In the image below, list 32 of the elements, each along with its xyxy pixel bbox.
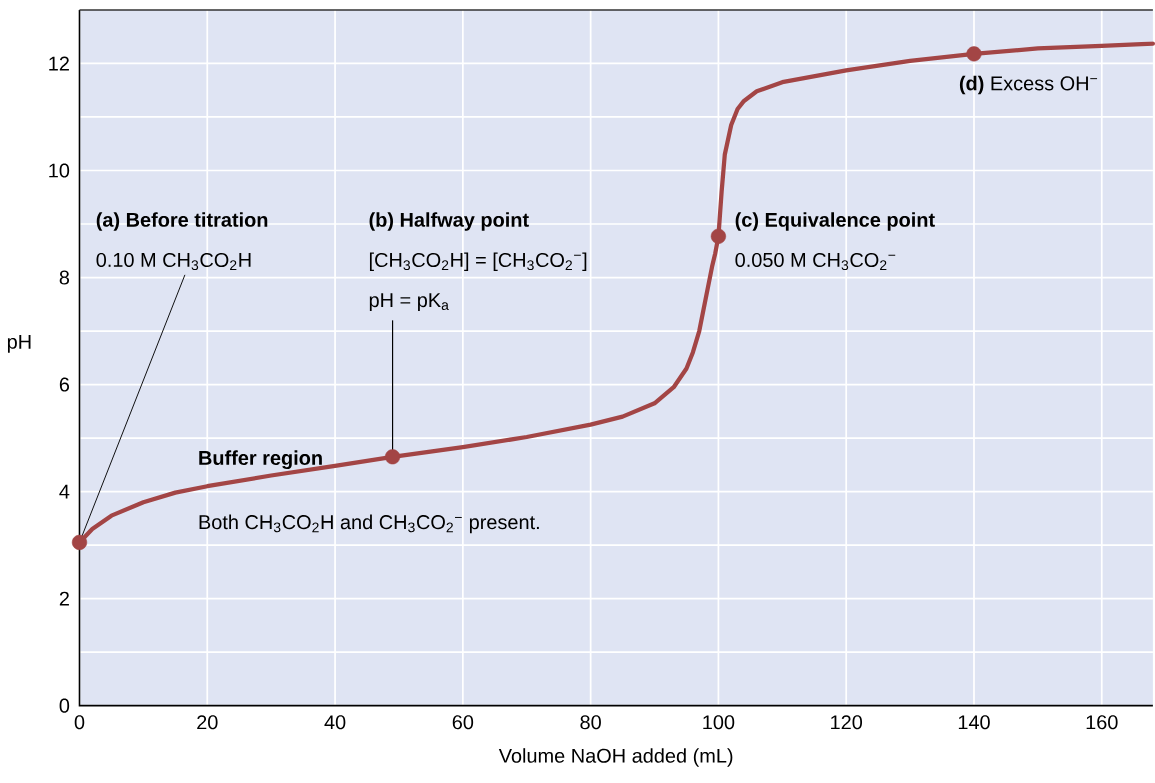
x-tick-label: 0: [74, 715, 85, 730]
point: [710, 228, 726, 244]
x-tick-label: 20: [197, 715, 218, 730]
x-tick-label: 80: [580, 715, 601, 730]
annotation: (d) Excess OH$^{−}$: [959, 75, 1098, 95]
x-tick-label: 160: [1086, 715, 1118, 730]
annotation: (b) Halfway point: [369, 212, 529, 231]
y-tick-label: 8: [59, 270, 70, 285]
x-tick-label: 40: [324, 715, 346, 730]
annotation: (c) Equivalence point: [735, 212, 935, 231]
x-tick-label: 100: [703, 715, 735, 730]
point: [966, 46, 982, 62]
point: [384, 449, 401, 465]
x-tick-label: 140: [958, 715, 990, 730]
x-tick-label: 60: [452, 715, 474, 730]
y-tick-label: 2: [59, 591, 69, 606]
y-tick-label: 12: [49, 56, 69, 71]
annotation: 0.10 M CH$_{3}$CO$_{2}$H: [96, 252, 251, 270]
y-tick-label: 0: [59, 698, 70, 713]
y-tick-label: 6: [59, 377, 70, 392]
text: [CH$_{3}$CO$_{2}$H] = [CH$_{3}$CO$_{2}$$^{−}$]: [369, 252, 587, 271]
y-tick-label: 4: [59, 484, 70, 499]
annotation: 0.050 M CH$_{3}$CO$_{2}$−: [735, 252, 896, 270]
y-axis-title: pH: [7, 334, 31, 353]
annotation: pH = pK$_{a}$: [369, 293, 449, 311]
x-axis-title: Volume NaOH added (mL): [498, 748, 733, 767]
y-tick-label: 10: [49, 163, 70, 178]
annotation: Buffer region: [199, 450, 322, 469]
x-tick-label: 120: [831, 715, 863, 730]
annotation: (a) Before titration: [96, 212, 268, 231]
point: [71, 534, 88, 550]
text: Both CH$_{3}$CO$_{2}$H and CH$_{3}$CO$_{2}$$^{−}$ present.: [199, 514, 539, 533]
